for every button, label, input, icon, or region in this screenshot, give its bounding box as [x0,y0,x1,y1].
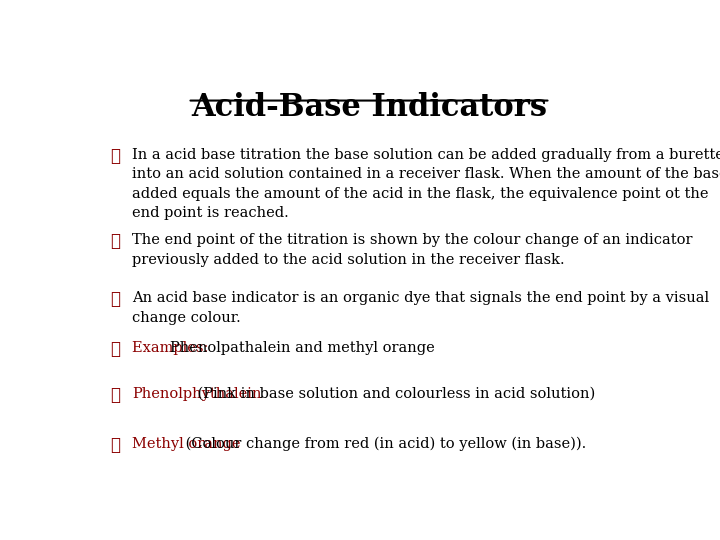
Text: ❖: ❖ [110,387,120,404]
Text: In a acid base titration the base solution can be added gradually from a burette: In a acid base titration the base soluti… [132,148,720,220]
Text: The end point of the titration is shown by the colour change of an indicator
pre: The end point of the titration is shown … [132,233,693,267]
Text: ❖: ❖ [110,233,120,250]
Text: ❖: ❖ [110,437,120,454]
Text: Phenolpathalein and methyl orange: Phenolpathalein and methyl orange [170,341,435,355]
Text: Examples:: Examples: [132,341,213,355]
Text: Acid-Base Indicators: Acid-Base Indicators [191,92,547,123]
Text: (Colour change from red (in acid) to yellow (in base)).: (Colour change from red (in acid) to yel… [181,437,586,451]
Text: Methyl orange: Methyl orange [132,437,240,451]
Text: ❖: ❖ [110,292,120,308]
Text: Phenolphythalein: Phenolphythalein [132,387,261,401]
Text: (Pink in base solution and colourless in acid solution): (Pink in base solution and colourless in… [192,387,595,401]
Text: ❖: ❖ [110,148,120,165]
Text: ❖: ❖ [110,341,120,359]
Text: An acid base indicator is an organic dye that signals the end point by a visual
: An acid base indicator is an organic dye… [132,292,709,325]
